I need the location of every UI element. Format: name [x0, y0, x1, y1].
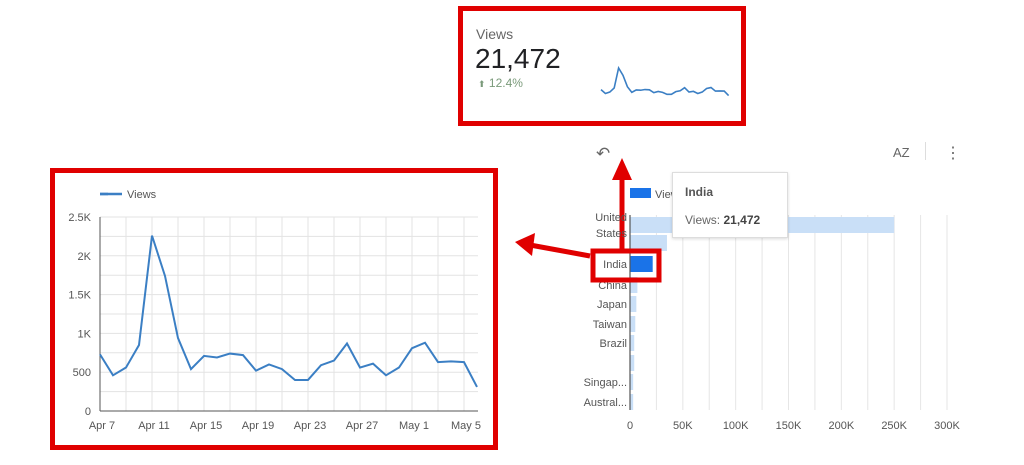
x-tick-label: 0 — [627, 420, 633, 432]
scorecard-delta: ⬆ 12.4% — [478, 76, 523, 90]
tooltip-value: 21,472 — [723, 213, 761, 227]
x-tick-label: 250K — [881, 420, 907, 432]
tooltip-label: Views: — [685, 213, 721, 227]
y-tick-label: 2K — [78, 251, 92, 263]
bar-taiwan — [630, 316, 636, 332]
bar-unlabeled — [630, 235, 667, 251]
arrow-up-icon: ⬆ — [478, 79, 486, 89]
y-tick-label: 0 — [85, 406, 91, 418]
x-tick-label: Apr 23 — [294, 420, 326, 432]
bar-singap- — [630, 374, 634, 390]
category-label: United — [595, 212, 627, 224]
x-tick-label: 150K — [776, 420, 802, 432]
y-tick-label: 2.5K — [68, 212, 91, 224]
category-label: Austral... — [584, 397, 627, 409]
delta-value: 12.4% — [488, 76, 523, 90]
x-tick-label: May 5 — [451, 420, 481, 432]
category-label: China — [598, 280, 628, 292]
x-tick-label: 100K — [723, 420, 749, 432]
x-tick-label: 200K — [828, 420, 854, 432]
x-tick-label: Apr 19 — [242, 420, 274, 432]
bar-austral- — [630, 394, 634, 410]
bar-brazil — [630, 335, 635, 351]
category-label: Japan — [597, 299, 627, 311]
category-label: Taiwan — [593, 319, 627, 331]
category-label: Brazil — [599, 338, 627, 350]
bar-china — [630, 277, 638, 293]
bar-unlabeled — [630, 355, 635, 371]
arrow-left — [529, 242, 591, 259]
undo-icon[interactable]: ↶ — [596, 144, 611, 163]
scorecard-highlight — [458, 6, 746, 126]
x-tick-label: May 1 — [399, 420, 429, 432]
bar-india — [630, 256, 653, 272]
toolbar-divider — [925, 142, 926, 160]
arrow-up-head — [612, 158, 632, 180]
bar-japan — [630, 296, 637, 312]
x-tick-label: Apr 27 — [346, 420, 378, 432]
views-series-line — [99, 235, 478, 388]
arrow-left-head — [515, 233, 535, 256]
category-label: Singap... — [584, 377, 627, 389]
y-tick-label: 500 — [73, 367, 91, 379]
x-tick-label: Apr 7 — [89, 420, 115, 432]
sort-az-icon[interactable]: AZ — [893, 145, 910, 160]
line-chart-highlight — [50, 168, 498, 450]
sparkline-line — [600, 65, 730, 97]
more-vertical-icon[interactable]: ⋮ — [945, 145, 961, 162]
scorecard-value: 21,472 — [475, 43, 561, 74]
legend-label: Views — [127, 189, 157, 201]
legend-swatch — [630, 188, 651, 198]
x-tick-label: Apr 15 — [190, 420, 222, 432]
y-tick-label: 1K — [78, 328, 92, 340]
tooltip-title: India — [685, 185, 714, 199]
x-tick-label: 50K — [673, 420, 693, 432]
india-highlight — [590, 248, 662, 283]
category-label: States — [596, 228, 628, 240]
x-tick-label: 300K — [934, 420, 960, 432]
y-tick-label: 1.5K — [68, 290, 91, 302]
category-label: India — [603, 259, 628, 271]
x-tick-label: Apr 11 — [138, 420, 170, 432]
tooltip: India Views: 21,472 — [672, 172, 788, 238]
views-line-chart: Views 0 500 1K 1.5K 2K 2.5K Apr 7 Apr 11 Apr 15 A… — [68, 189, 481, 432]
sparkline — [600, 65, 730, 97]
scorecard-title: Views — [476, 26, 514, 42]
